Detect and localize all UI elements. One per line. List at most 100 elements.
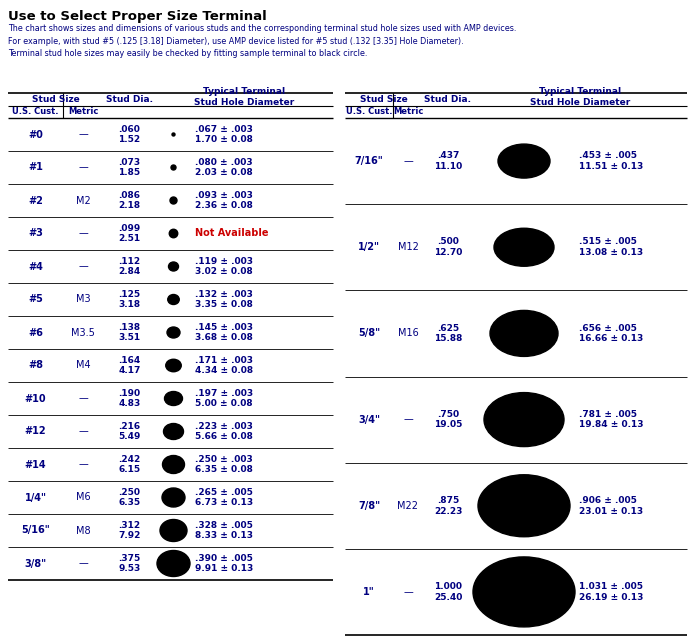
Text: .328 ± .005
8.33 ± 0.13: .328 ± .005 8.33 ± 0.13	[195, 521, 253, 540]
Ellipse shape	[490, 311, 558, 356]
Text: #0: #0	[28, 129, 43, 140]
Text: #12: #12	[25, 426, 46, 437]
Ellipse shape	[473, 557, 575, 627]
Ellipse shape	[167, 327, 180, 338]
Text: .086
2.18: .086 2.18	[118, 190, 140, 210]
Text: M3.5: M3.5	[71, 327, 95, 338]
Text: Stud Dia.: Stud Dia.	[424, 95, 471, 104]
Text: —: —	[78, 163, 88, 172]
Text: 1.031 ± .005
26.19 ± 0.13: 1.031 ± .005 26.19 ± 0.13	[579, 582, 644, 602]
Text: .197 ± .003
5.00 ± 0.08: .197 ± .003 5.00 ± 0.08	[195, 388, 253, 408]
Ellipse shape	[478, 475, 570, 537]
Ellipse shape	[163, 455, 185, 473]
Text: .453 ± .005
11.51 ± 0.13: .453 ± .005 11.51 ± 0.13	[579, 151, 644, 171]
Text: M12: M12	[398, 242, 419, 252]
Ellipse shape	[170, 197, 177, 204]
Text: 1.000
25.40: 1.000 25.40	[434, 582, 462, 602]
Text: 3/4": 3/4"	[358, 415, 380, 424]
Text: #10: #10	[25, 394, 46, 404]
Text: M8: M8	[75, 525, 91, 536]
Text: M16: M16	[398, 329, 419, 338]
Text: 1/2": 1/2"	[358, 242, 380, 252]
Text: M3: M3	[75, 294, 91, 305]
Text: #8: #8	[28, 361, 43, 370]
Text: .242
6.15: .242 6.15	[118, 455, 140, 475]
Text: 7/16": 7/16"	[354, 156, 383, 166]
Text: .625
15.88: .625 15.88	[434, 323, 462, 343]
Text: Metric: Metric	[393, 107, 424, 116]
Text: Stud Size: Stud Size	[32, 95, 80, 104]
Text: Not Available: Not Available	[195, 228, 268, 239]
Text: #4: #4	[28, 262, 43, 271]
Text: —: —	[78, 394, 88, 404]
Text: .375
9.53: .375 9.53	[118, 554, 140, 574]
Text: Use to Select Proper Size Terminal: Use to Select Proper Size Terminal	[8, 10, 266, 23]
Text: 1/4": 1/4"	[24, 493, 46, 502]
Ellipse shape	[167, 294, 179, 305]
Text: #6: #6	[28, 327, 43, 338]
Text: Typical Terminal
Stud Hole Diameter: Typical Terminal Stud Hole Diameter	[530, 87, 630, 107]
Text: #5: #5	[28, 294, 43, 305]
Text: .190
4.83: .190 4.83	[118, 388, 140, 408]
Text: .093 ± .003
2.36 ± 0.08: .093 ± .003 2.36 ± 0.08	[195, 190, 253, 210]
Text: —: —	[78, 460, 88, 469]
Text: .164
4.17: .164 4.17	[118, 356, 140, 376]
Text: U.S. Cust.: U.S. Cust.	[346, 107, 392, 116]
Text: #14: #14	[25, 460, 46, 469]
Text: .906 ± .005
23.01 ± 0.13: .906 ± .005 23.01 ± 0.13	[579, 496, 643, 516]
Ellipse shape	[157, 550, 190, 577]
Text: Stud Size: Stud Size	[360, 95, 408, 104]
Text: .060
1.52: .060 1.52	[118, 125, 140, 145]
Text: —: —	[78, 262, 88, 271]
Text: —: —	[403, 156, 413, 166]
Ellipse shape	[163, 424, 183, 440]
Text: —: —	[403, 415, 413, 424]
Text: —: —	[78, 559, 88, 568]
Text: .223 ± .003
5.66 ± 0.08: .223 ± .003 5.66 ± 0.08	[195, 422, 253, 441]
Text: —: —	[78, 426, 88, 437]
Text: .138
3.51: .138 3.51	[118, 323, 140, 342]
Text: .781 ± .005
19.84 ± 0.13: .781 ± .005 19.84 ± 0.13	[579, 410, 644, 430]
Text: 7/8": 7/8"	[358, 501, 380, 511]
Text: M6: M6	[75, 493, 91, 502]
Ellipse shape	[494, 228, 554, 266]
Text: U.S. Cust.: U.S. Cust.	[12, 107, 59, 116]
Text: #1: #1	[28, 163, 43, 172]
Ellipse shape	[168, 262, 179, 271]
Text: .265 ± .005
6.73 ± 0.13: .265 ± .005 6.73 ± 0.13	[195, 487, 253, 507]
Text: .080 ± .003
2.03 ± 0.08: .080 ± .003 2.03 ± 0.08	[195, 158, 253, 177]
Text: M2: M2	[75, 195, 91, 206]
Ellipse shape	[171, 165, 176, 170]
Ellipse shape	[172, 133, 175, 136]
Text: 5/8": 5/8"	[358, 329, 380, 338]
Text: .125
3.18: .125 3.18	[118, 289, 140, 309]
Text: .250 ± .003
6.35 ± 0.08: .250 ± .003 6.35 ± 0.08	[195, 455, 253, 475]
Text: .656 ± .005
16.66 ± 0.13: .656 ± .005 16.66 ± 0.13	[579, 323, 644, 343]
Ellipse shape	[166, 359, 181, 372]
Ellipse shape	[498, 144, 550, 178]
Text: Stud Dia.: Stud Dia.	[106, 95, 153, 104]
Text: 1": 1"	[363, 587, 375, 597]
Text: M22: M22	[397, 501, 419, 511]
Text: .171 ± .003
4.34 ± 0.08: .171 ± .003 4.34 ± 0.08	[195, 356, 253, 376]
Text: .312
7.92: .312 7.92	[118, 521, 140, 540]
Text: .112
2.84: .112 2.84	[118, 257, 140, 276]
Text: .875
22.23: .875 22.23	[434, 496, 462, 516]
Text: .145 ± .003
3.68 ± 0.08: .145 ± .003 3.68 ± 0.08	[195, 323, 253, 342]
Text: M4: M4	[75, 361, 91, 370]
Ellipse shape	[160, 520, 187, 541]
Text: —: —	[78, 129, 88, 140]
Text: .437
11.10: .437 11.10	[434, 151, 462, 171]
Text: .099
2.51: .099 2.51	[118, 224, 140, 243]
Text: 5/16": 5/16"	[21, 525, 50, 536]
Text: Metric: Metric	[68, 107, 98, 116]
Text: —: —	[78, 228, 88, 239]
Text: 3/8": 3/8"	[24, 559, 46, 568]
Text: .500
12.70: .500 12.70	[434, 237, 462, 257]
Text: .515 ± .005
13.08 ± 0.13: .515 ± .005 13.08 ± 0.13	[579, 237, 643, 257]
Text: .073
1.85: .073 1.85	[118, 158, 140, 177]
Ellipse shape	[484, 393, 564, 447]
Text: .390 ± .005
9.91 ± 0.13: .390 ± .005 9.91 ± 0.13	[195, 554, 253, 574]
Text: Typical Terminal
Stud Hole Diameter: Typical Terminal Stud Hole Diameter	[194, 87, 295, 107]
Text: .119 ± .003
3.02 ± 0.08: .119 ± .003 3.02 ± 0.08	[195, 257, 253, 276]
